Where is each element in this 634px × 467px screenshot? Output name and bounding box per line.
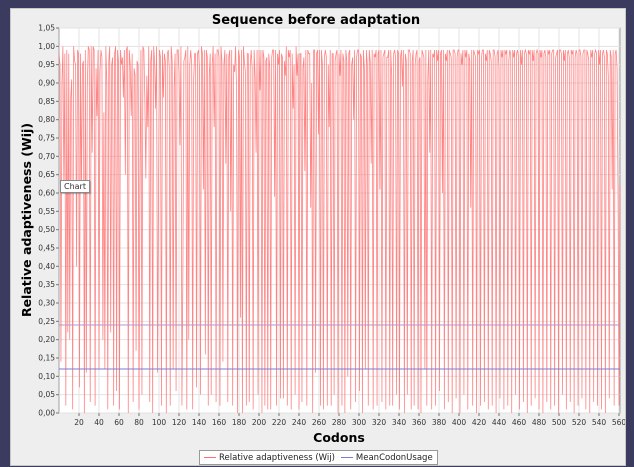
y-axis-title: Relative adaptiveness (Wij) (19, 123, 34, 317)
x-tick-label: 280 (332, 418, 347, 427)
x-tick-label: 200 (252, 418, 267, 427)
x-tick-label: 340 (392, 418, 407, 427)
series-line-0 (58, 46, 621, 414)
legend-item-wij: Relative adaptiveness (Wij) (204, 453, 335, 463)
y-tick-label: 0,90 (38, 79, 55, 88)
y-tick-label: 0,80 (38, 115, 55, 124)
legend-swatch-mean-codon-usage (340, 457, 353, 458)
y-tick-label: 0,95 (38, 60, 55, 69)
x-tick-label: 60 (114, 418, 124, 427)
y-tick-labels: 0,00 0,05 0,10 0,15 0,20 0,25 0,30 0,35 0,40 0,45… (38, 24, 59, 418)
y-tick-label: 1,05 (38, 24, 55, 33)
y-tick-label: 0,70 (38, 152, 55, 161)
x-tick-label: 480 (532, 418, 547, 427)
y-tick-label: 0,45 (38, 244, 55, 253)
y-tick-label: 0,50 (38, 225, 55, 234)
chart-canvas: Sequence before adaptation 0,000,050,100… (19, 13, 625, 445)
y-tick-label: 0,35 (38, 280, 55, 289)
x-tick-label: 160 (212, 418, 227, 427)
x-tick-label: 440 (492, 418, 507, 427)
chart-tooltip: Chart (60, 180, 90, 193)
x-tick-label: 240 (292, 418, 307, 427)
x-axis-title: Codons (313, 430, 365, 445)
data-layer (58, 46, 621, 414)
legend-label-mean-codon-usage: MeanCodonUsage (355, 452, 433, 463)
x-tick-label: 140 (192, 418, 207, 427)
legend-swatch-wij (204, 457, 216, 458)
x-tick-label: 80 (134, 418, 144, 427)
y-tick-label: 0,25 (38, 317, 55, 326)
x-tick-label: 320 (372, 418, 387, 427)
chart-title: Sequence before adaptation (212, 13, 420, 28)
y-tick-label: 0,65 (38, 170, 55, 179)
x-tick-labels: 20 40 60 80 100 120 140 160 180 200 220 240 260 280 30… (74, 413, 625, 427)
x-tick-label: 40 (94, 418, 104, 427)
y-tick-label: 0,05 (38, 390, 55, 399)
x-tick-label: 380 (432, 418, 447, 427)
legend-label-wij: Relative adaptiveness (Wij) (219, 452, 335, 463)
x-tick-label: 500 (552, 418, 567, 427)
x-tick-label: 260 (312, 418, 327, 427)
y-tick-label: 0,10 (38, 372, 55, 381)
y-tick-label: 1,00 (38, 42, 55, 51)
y-tick-label: 0,30 (38, 299, 55, 308)
x-tick-label: 300 (352, 418, 367, 427)
x-tick-label: 520 (572, 418, 587, 427)
x-tick-label: 560 (612, 418, 625, 427)
x-tick-label: 180 (232, 418, 247, 427)
x-tick-label: 420 (472, 418, 487, 427)
y-tick-label: 0,20 (38, 335, 55, 344)
chart-legend: Relative adaptiveness (Wij) MeanCodonUsa… (199, 450, 438, 465)
x-tick-label: 220 (272, 418, 287, 427)
x-tick-label: 100 (152, 418, 167, 427)
chart-panel: Sequence before adaptation 0,00 0,05 0,10 0… (10, 8, 626, 466)
y-tick-label: 0,60 (38, 189, 55, 198)
x-tick-label: 120 (172, 418, 187, 427)
legend-item-mean-codon-usage: MeanCodonUsage (340, 452, 433, 463)
y-tick-label: 0,75 (38, 134, 55, 143)
y-tick-label: 0,00 (38, 409, 55, 418)
x-tick-label: 400 (452, 418, 467, 427)
x-tick-label: 360 (412, 418, 427, 427)
x-tick-label: 20 (74, 418, 84, 427)
y-tick-label: 0,15 (38, 354, 55, 363)
y-tick-label: 0,40 (38, 262, 55, 271)
x-tick-label: 460 (512, 418, 527, 427)
x-tick-label: 540 (592, 418, 607, 427)
y-tick-label: 0,85 (38, 97, 55, 106)
y-tick-label: 0,55 (38, 207, 55, 216)
